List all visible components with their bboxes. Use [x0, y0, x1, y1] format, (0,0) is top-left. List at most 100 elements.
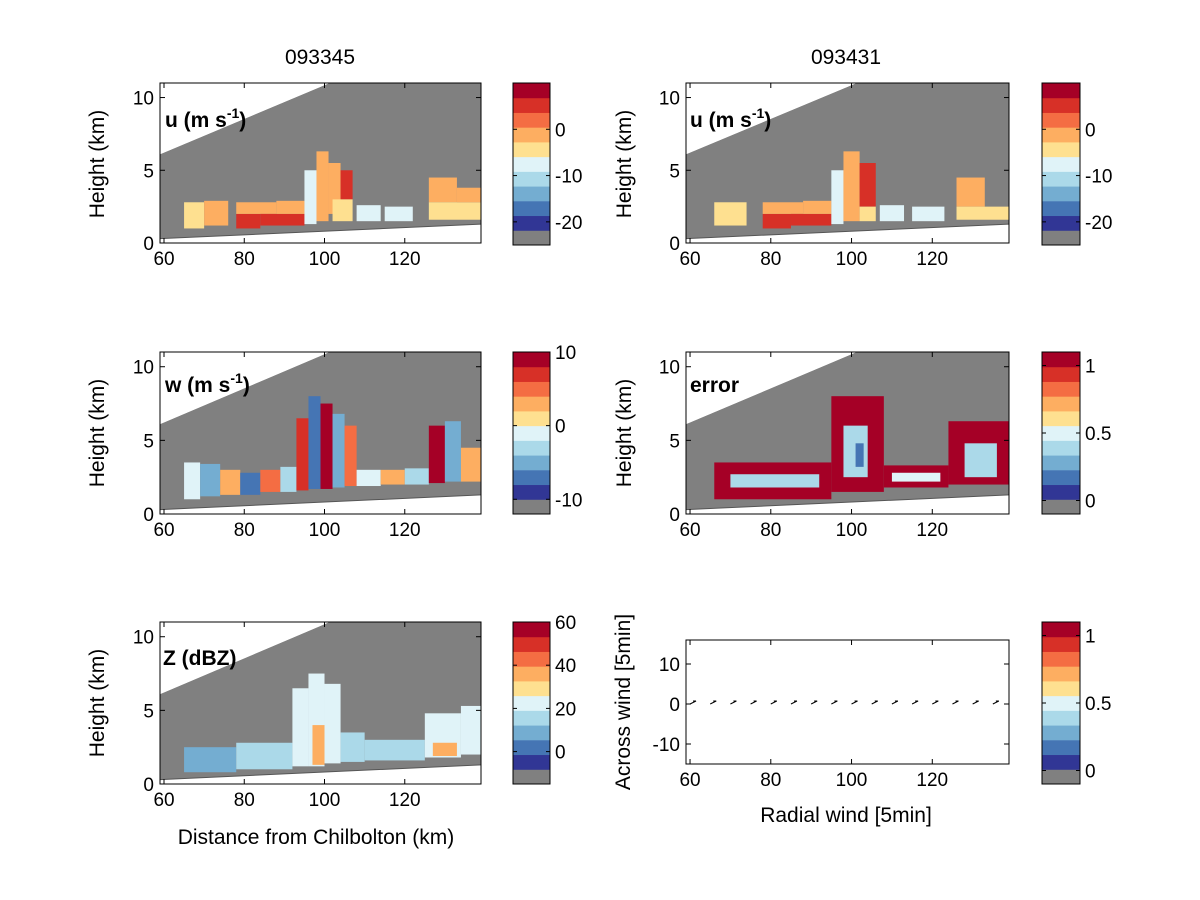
x-tick-label: 60	[153, 520, 174, 541]
colorbar-masked-block	[1042, 230, 1080, 245]
x-tick-label: 120	[389, 520, 421, 541]
x-tick-label: 80	[234, 249, 255, 270]
data-cell	[730, 474, 820, 488]
y-axis-label: Height (km)	[86, 649, 109, 758]
colorbar-block	[1042, 440, 1080, 456]
data-cell	[260, 213, 305, 226]
x-tick-label: 60	[679, 520, 700, 541]
colorbar-block	[513, 725, 550, 741]
panel-annotation: error	[690, 374, 739, 397]
colorbar-frame	[1041, 82, 1081, 246]
colorbar-block	[1042, 410, 1080, 427]
colorbar-block	[1042, 455, 1080, 471]
colorbar-block	[1042, 636, 1080, 652]
data-cell	[384, 206, 413, 222]
colorbar-block	[1042, 725, 1080, 741]
data-cell	[240, 472, 261, 495]
data-cell	[200, 463, 221, 497]
colorbar-block	[513, 200, 550, 217]
data-cell	[340, 732, 365, 762]
colorbar-tick-label: 0	[1085, 492, 1096, 513]
colorbar-block	[1042, 396, 1080, 412]
colorbar-tick-label: 20	[555, 699, 576, 720]
axes-frame	[159, 82, 482, 244]
colorbar-masked-block	[1042, 769, 1080, 784]
colorbar-block	[513, 366, 550, 382]
x-tick-label: 120	[916, 520, 948, 541]
x-tick-label: 80	[760, 770, 781, 791]
data-cell	[428, 202, 481, 220]
below-ground	[686, 494, 1009, 514]
colorbar-block	[1042, 739, 1080, 756]
colorbar-block	[1042, 381, 1080, 397]
y-tick-label: 5	[143, 161, 154, 182]
data-cell	[456, 187, 481, 203]
panel-error-093431: 60 80 100 120 0 5 10 Height (km) error 1 0.5 0	[613, 351, 1111, 541]
colorbar-block	[1042, 695, 1080, 711]
colorbar-tick-label: 40	[555, 656, 576, 677]
colorbar-block	[513, 666, 550, 682]
colorbar-tick-label: 0.5	[1085, 424, 1111, 445]
data-cell	[308, 396, 321, 489]
colorbar-block	[1042, 200, 1080, 217]
colorbar-block	[1042, 666, 1080, 682]
colorbar-block	[513, 215, 550, 231]
colorbar-block	[1042, 97, 1080, 113]
colorbar-block	[513, 622, 550, 638]
colorbar-block	[513, 381, 550, 397]
colorbar-masked-block	[513, 769, 550, 784]
data-cell	[312, 725, 325, 765]
y-axis-label: Across wind [5min]	[612, 614, 635, 790]
data-cell	[184, 202, 205, 229]
data-cell	[280, 466, 297, 492]
axes-frame	[159, 351, 482, 515]
y-tick-label: 10	[659, 655, 680, 676]
colorbar-block	[1042, 425, 1080, 441]
below-ground	[160, 764, 481, 784]
x-tick-label: 60	[153, 249, 174, 270]
data-cell	[714, 202, 747, 226]
data-cell	[859, 206, 876, 222]
y-tick-label: 0	[143, 234, 154, 255]
data-cell	[332, 199, 353, 222]
panel-annotation: u (m s-1)	[690, 105, 771, 132]
colorbar-block	[513, 484, 550, 500]
x-tick-label: 120	[389, 790, 421, 811]
title-left: 093345	[285, 46, 355, 69]
colorbar-block	[513, 156, 550, 172]
colorbar-frame	[512, 82, 551, 246]
x-tick-label: 80	[760, 520, 781, 541]
colorbar-block	[513, 410, 550, 427]
data-cell	[444, 421, 461, 482]
x-tick-label: 60	[679, 770, 700, 791]
x-tick-label: 120	[916, 770, 948, 791]
panel-annotation: w (m s-1)	[164, 370, 250, 397]
x-tick-label: 60	[679, 249, 700, 270]
x-tick-label: 100	[836, 520, 868, 541]
y-tick-label: 5	[143, 701, 154, 722]
colorbar-block	[1042, 710, 1080, 726]
colorbar-block	[1042, 484, 1080, 500]
x-tick-label: 100	[309, 520, 341, 541]
colorbar-tick-label: 60	[555, 613, 576, 634]
y-tick-label: 10	[133, 358, 154, 379]
colorbar-block	[513, 186, 550, 202]
colorbar-masked-block	[513, 499, 550, 514]
y-tick-label: -10	[653, 735, 680, 756]
colorbar-block	[513, 171, 550, 187]
colorbar-block	[513, 455, 550, 471]
colorbar-block	[1042, 680, 1080, 697]
above-beam	[160, 352, 330, 425]
x-tick-label: 80	[234, 790, 255, 811]
colorbar-tick-label: 0	[1085, 120, 1096, 141]
colorbar-block	[1042, 171, 1080, 187]
y-tick-label: 0	[669, 234, 680, 255]
colorbar-block	[513, 754, 550, 770]
colorbar-block	[1042, 112, 1080, 128]
x-tick-label: 120	[916, 249, 948, 270]
colorbar-tick-label: -20	[1085, 213, 1112, 234]
y-axis-label: Height (km)	[613, 379, 636, 488]
